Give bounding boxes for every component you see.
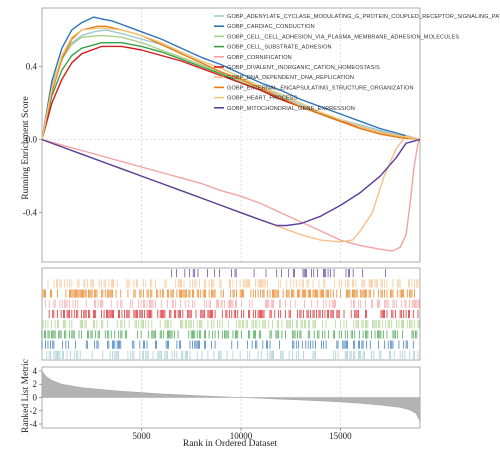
rm-ytick-label: 2 xyxy=(33,379,38,389)
es-ytick-label: 0.4 xyxy=(26,61,38,71)
legend-label: GOBP_CARDIAC_CONDUCTION xyxy=(227,24,315,30)
hit-row-6 xyxy=(42,320,420,329)
tick-labels: 0.4 0.0 -0.4 4 2 0 -2 -4 5000 10000 15000 xyxy=(23,61,352,441)
legend-label: GOBP_CELL_CELL_ADHESION_VIA_PLASMA_MEMBR… xyxy=(227,34,459,40)
rm-ytick-label: -2 xyxy=(30,406,38,416)
hit-row-4 xyxy=(45,299,420,308)
xtick-label: 5000 xyxy=(132,431,151,441)
xtick-label: 10000 xyxy=(230,431,253,441)
hit-row-5 xyxy=(48,309,419,319)
rm-ytick-label: -4 xyxy=(30,419,38,429)
x-axis-label: Rank in Ordered Dataset xyxy=(183,439,278,449)
legend-label: GOBP_HEART_PROCESS xyxy=(227,96,298,102)
es-curve-gobp-dna-dependent-dna-replication xyxy=(41,135,421,243)
xtick-label: 15000 xyxy=(329,431,352,441)
ranked-metric-area xyxy=(41,370,421,422)
es-ytick-label: -0.4 xyxy=(23,208,38,218)
legend-label: GOBP_CORNIFICATION xyxy=(227,55,292,61)
axes-frames xyxy=(41,7,421,429)
enrichment-panel-frame xyxy=(41,7,421,263)
hits-panel-frame xyxy=(41,267,421,361)
hit-barcodes xyxy=(41,269,420,359)
ranked-metric-ylabel: Ranked List Metric xyxy=(21,359,31,433)
es-curve-gobp-cornification xyxy=(41,138,421,252)
hit-row-3 xyxy=(42,289,415,298)
legend-label: GOBP_DNA_DEPENDENT_DNA_REPLICATION xyxy=(227,75,354,81)
legend-label: GOBP_CELL_SUBSTRATE_ADHESION xyxy=(227,45,332,51)
ranked-metric-fill xyxy=(41,370,421,422)
grid-lines xyxy=(42,8,420,428)
es-curve-gobp-cardiac-conduction xyxy=(41,16,421,141)
es-ytick-label: 0.0 xyxy=(26,135,38,145)
rm-ytick-label: 0 xyxy=(33,393,38,403)
enrichment-ylabel: Running Enrichment Score xyxy=(21,96,31,199)
legend-label: GOBP_MITOCHONDRIAL_GENE_EXPRESSION xyxy=(227,106,355,112)
hit-row-8 xyxy=(41,340,414,349)
enrichment-curves xyxy=(41,16,421,252)
legend-label: GOBP_ADENYLATE_CYCLASE_MODULATING_G_PROT… xyxy=(227,14,500,20)
es-curve-gobp-mitochondrial-gene-expression xyxy=(41,138,421,227)
rm-ytick-label: 4 xyxy=(33,366,38,376)
legend: GOBP_ADENYLATE_CYCLASE_MODULATING_G_PROT… xyxy=(214,14,500,112)
legend-label: GOBP_EXTERNAL_ENCAPSULATING_STRUCTURE_OR… xyxy=(227,85,414,91)
legend-label: GOBP_DIVALENT_INORGANIC_CATION_HOMEOSTAS… xyxy=(227,65,380,71)
hit-row-1 xyxy=(171,269,386,278)
es-curve-gobp-heart-process xyxy=(41,27,421,141)
hit-row-2 xyxy=(47,279,419,288)
hit-row-7 xyxy=(41,330,418,339)
es-curve-gobp-divalent-inorganic-cation-homeostasis xyxy=(41,45,421,141)
hit-row-9 xyxy=(41,350,419,359)
